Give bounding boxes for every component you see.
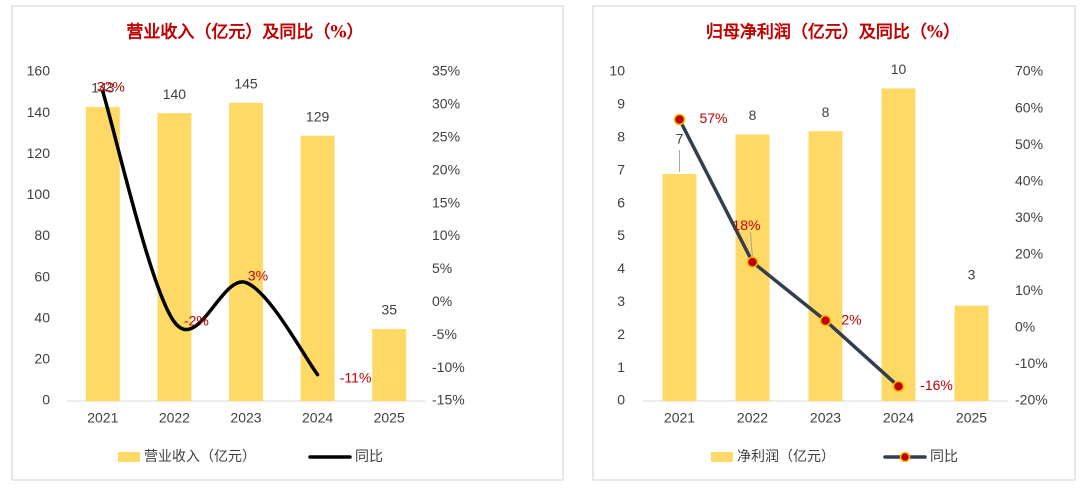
left-axis-tick-label: 9 bbox=[617, 96, 625, 112]
legend-bar-label: 营业收入（亿元） bbox=[144, 449, 256, 465]
left-axis-tick-label: 80 bbox=[34, 227, 50, 243]
bar-value-label: 8 bbox=[822, 104, 830, 120]
bar-value-label: 143 bbox=[91, 80, 115, 96]
yoy-value-label: -11% bbox=[340, 369, 372, 385]
left-axis-tick-label: 100 bbox=[27, 186, 51, 202]
right-axis-tick-label: 0% bbox=[432, 293, 452, 309]
left-axis-tick-label: 40 bbox=[34, 309, 50, 325]
left-axis-tick-label: 1 bbox=[617, 359, 625, 375]
category-label: 2022 bbox=[737, 410, 768, 426]
yoy-value-label: -16% bbox=[920, 377, 953, 393]
pct-label-leader bbox=[750, 232, 753, 259]
yoy-value-label: 18% bbox=[732, 217, 760, 233]
right-axis-tick-label: -5% bbox=[432, 326, 457, 342]
right-axis-tick-label: 0% bbox=[1015, 319, 1035, 335]
bar-value-label: 140 bbox=[163, 86, 187, 102]
yoy-value-label: 2% bbox=[841, 311, 861, 327]
right-axis-tick-label: 40% bbox=[1015, 172, 1043, 188]
category-label: 2024 bbox=[302, 410, 333, 426]
yoy-marker-2023 bbox=[819, 314, 832, 327]
left-axis-tick-label: 0 bbox=[617, 392, 625, 408]
yoy-marker-2022 bbox=[746, 256, 759, 268]
bar-2024 bbox=[881, 88, 916, 401]
bar-2023 bbox=[808, 131, 843, 401]
left-axis-tick-label: 5 bbox=[617, 227, 625, 243]
category-label: 2025 bbox=[956, 410, 987, 426]
category-label: 2021 bbox=[87, 410, 118, 426]
bar-2023 bbox=[229, 102, 263, 401]
bar-value-label: 10 bbox=[891, 61, 907, 77]
legend-marker-swatch bbox=[899, 451, 911, 463]
bar-2022 bbox=[157, 113, 192, 401]
net-profit-chart-panel: 归母净利润（亿元）及同比（%） 0 1 2 3 4 5 6 7 8 9 10 -20% -10% 0% 10%… bbox=[592, 5, 1076, 481]
right-axis-tick-label: 15% bbox=[432, 194, 460, 210]
category-label: 2024 bbox=[883, 410, 914, 426]
category-label: 2023 bbox=[810, 410, 841, 426]
yoy-value-label: 57% bbox=[699, 110, 727, 126]
legend-bar-swatch bbox=[711, 452, 733, 462]
yoy-marker-2021 bbox=[673, 113, 686, 126]
legend-bar-label: 净利润（亿元） bbox=[737, 449, 835, 465]
bar-value-label: 3 bbox=[968, 266, 976, 282]
bar-value-label: 8 bbox=[749, 107, 757, 123]
right-axis-tick-label: -20% bbox=[1015, 392, 1048, 408]
yoy-value-label: -2% bbox=[184, 313, 209, 329]
bar-value-label: 35 bbox=[381, 302, 397, 318]
right-axis-tick-label: 5% bbox=[432, 260, 452, 276]
right-axis-tick-label: 60% bbox=[1015, 99, 1043, 115]
right-axis-tick-label: 20% bbox=[432, 161, 460, 177]
bar-2024 bbox=[300, 135, 335, 401]
category-label: 2023 bbox=[230, 410, 261, 426]
bar-2021 bbox=[85, 106, 120, 402]
chart-title: 营业收入（亿元）及同比（%） bbox=[126, 22, 363, 43]
left-axis-tick-label: 7 bbox=[617, 161, 625, 177]
bar-value-label: 129 bbox=[306, 108, 330, 124]
right-axis-tick-label: -15% bbox=[432, 392, 465, 408]
bar-2021 bbox=[662, 173, 697, 401]
legend-line-label: 同比 bbox=[355, 449, 383, 465]
bar-2025 bbox=[954, 305, 989, 401]
yoy-value-label: 3% bbox=[248, 267, 268, 283]
left-axis-tick-label: 4 bbox=[617, 260, 625, 276]
bar-value-label: 145 bbox=[234, 76, 258, 92]
right-axis-tick-label: 20% bbox=[1015, 245, 1043, 261]
yoy-marker-2024 bbox=[892, 380, 905, 393]
left-axis-tick-label: 120 bbox=[27, 145, 51, 161]
yoy-line bbox=[677, 117, 901, 389]
legend-line-label: 同比 bbox=[930, 449, 958, 465]
bar-2025 bbox=[372, 329, 407, 401]
right-axis-tick-label: 10% bbox=[432, 227, 460, 243]
left-axis-tick-label: 6 bbox=[617, 194, 625, 210]
revenue-chart-panel: 营业收入（亿元）及同比（%） 0 20 40 60 80 100 120 140 160 -15% -… bbox=[11, 5, 564, 481]
left-axis-tick-label: 3 bbox=[617, 293, 625, 309]
category-label: 2021 bbox=[664, 410, 695, 426]
left-axis-tick-label: 2 bbox=[617, 326, 625, 342]
left-axis-tick-label: 60 bbox=[34, 268, 50, 284]
left-axis-tick-label: 160 bbox=[27, 63, 51, 79]
right-axis-tick-label: 30% bbox=[432, 96, 460, 112]
right-axis-tick-label: 70% bbox=[1015, 63, 1043, 79]
legend-bar-swatch bbox=[118, 452, 140, 462]
right-axis-tick-label: -10% bbox=[432, 359, 465, 375]
yoy-line bbox=[101, 89, 320, 377]
left-axis-tick-label: 0 bbox=[42, 392, 50, 408]
right-axis-tick-label: 10% bbox=[1015, 282, 1043, 298]
right-axis-tick-label: 30% bbox=[1015, 209, 1043, 225]
left-axis-tick-label: 20 bbox=[34, 351, 50, 367]
category-label: 2025 bbox=[374, 410, 405, 426]
chart-title: 归母净利润（亿元）及同比（%） bbox=[706, 22, 960, 43]
right-axis-tick-label: 35% bbox=[432, 63, 460, 79]
yoy-value-label: 32% bbox=[97, 78, 125, 94]
right-axis-tick-label: 50% bbox=[1015, 136, 1043, 152]
left-axis-tick-label: 140 bbox=[27, 104, 51, 120]
left-axis-tick-label: 8 bbox=[617, 129, 625, 145]
category-label: 2022 bbox=[159, 410, 190, 426]
right-axis-tick-label: 25% bbox=[432, 129, 460, 145]
left-axis-tick-label: 10 bbox=[609, 63, 625, 79]
bar-value-label: 7 bbox=[676, 131, 684, 147]
right-axis-tick-label: -10% bbox=[1015, 355, 1048, 371]
